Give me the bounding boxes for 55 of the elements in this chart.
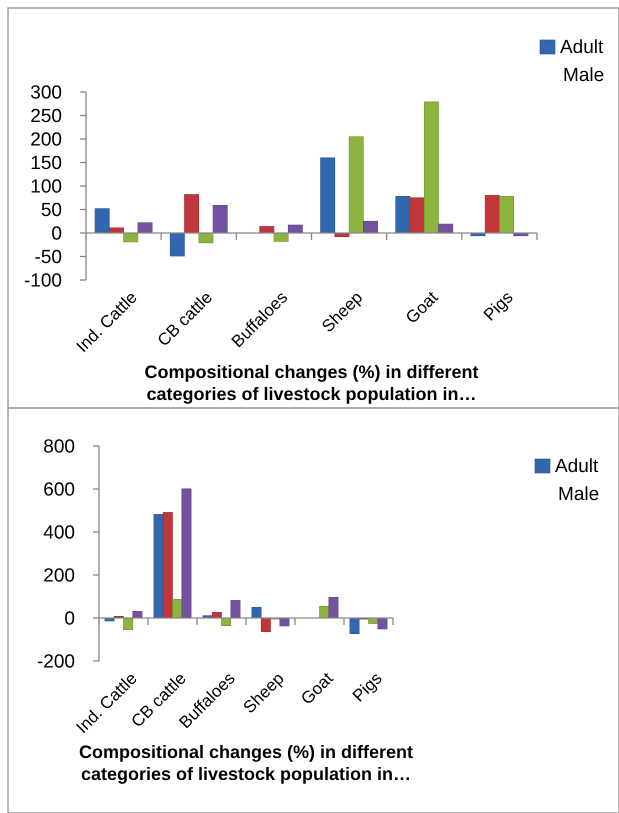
y-tick-label: 400 — [43, 522, 75, 544]
y-tick-label: 200 — [30, 130, 62, 151]
x-axis-title: Compositional changes (%) in different categories of livestock population in… — [78, 742, 414, 784]
y-tick-label: 600 — [43, 480, 75, 501]
bar — [288, 224, 303, 234]
bar — [132, 611, 142, 618]
bar — [138, 222, 152, 234]
bar — [328, 597, 338, 618]
y-tick-label: 100 — [30, 176, 62, 198]
bar — [230, 600, 240, 618]
bar — [252, 606, 262, 618]
bar — [212, 204, 228, 234]
bar — [94, 208, 110, 234]
bar — [260, 618, 271, 632]
bar — [499, 196, 514, 234]
y-tick-label: 150 — [30, 153, 62, 174]
bar — [320, 158, 336, 234]
bar — [410, 197, 425, 234]
bar — [378, 618, 388, 630]
bar — [154, 514, 164, 618]
bar — [438, 224, 454, 234]
bar — [172, 598, 182, 618]
y-tick-label: 200 — [43, 566, 75, 587]
y-tick-label: 0 — [64, 608, 75, 630]
legend-label: Adult Male — [555, 456, 600, 505]
bar — [123, 618, 134, 630]
bar — [348, 136, 364, 234]
bar — [184, 194, 200, 234]
bar — [280, 618, 290, 626]
y-tick-label: 50 — [40, 200, 62, 222]
x-tick-label: Pigs — [348, 668, 386, 706]
bar — [170, 232, 185, 256]
y-tick-label: 250 — [30, 106, 62, 128]
bar — [424, 102, 439, 234]
bar — [484, 195, 500, 234]
bar — [212, 612, 222, 618]
bar — [350, 618, 360, 634]
bar — [182, 488, 192, 618]
x-axis-title: Compositional changes (%) in different categories of livestock population in… — [144, 362, 479, 404]
x-tick-label: Pigs — [480, 288, 517, 325]
y-tick-label: 0 — [51, 224, 62, 245]
y-tick-label: -100 — [24, 270, 62, 292]
bar — [221, 618, 232, 626]
bar — [198, 232, 214, 244]
legend-label: Adult Male — [560, 37, 604, 86]
bar — [162, 512, 173, 618]
bar — [363, 220, 378, 234]
bar — [123, 232, 138, 242]
y-tick-label: 800 — [43, 436, 75, 458]
bar — [395, 196, 410, 234]
y-tick-label: -50 — [34, 247, 62, 268]
bar — [319, 606, 330, 618]
bar — [274, 232, 288, 242]
y-tick-label: 300 — [30, 82, 62, 104]
y-tick-label: -200 — [36, 652, 75, 673]
